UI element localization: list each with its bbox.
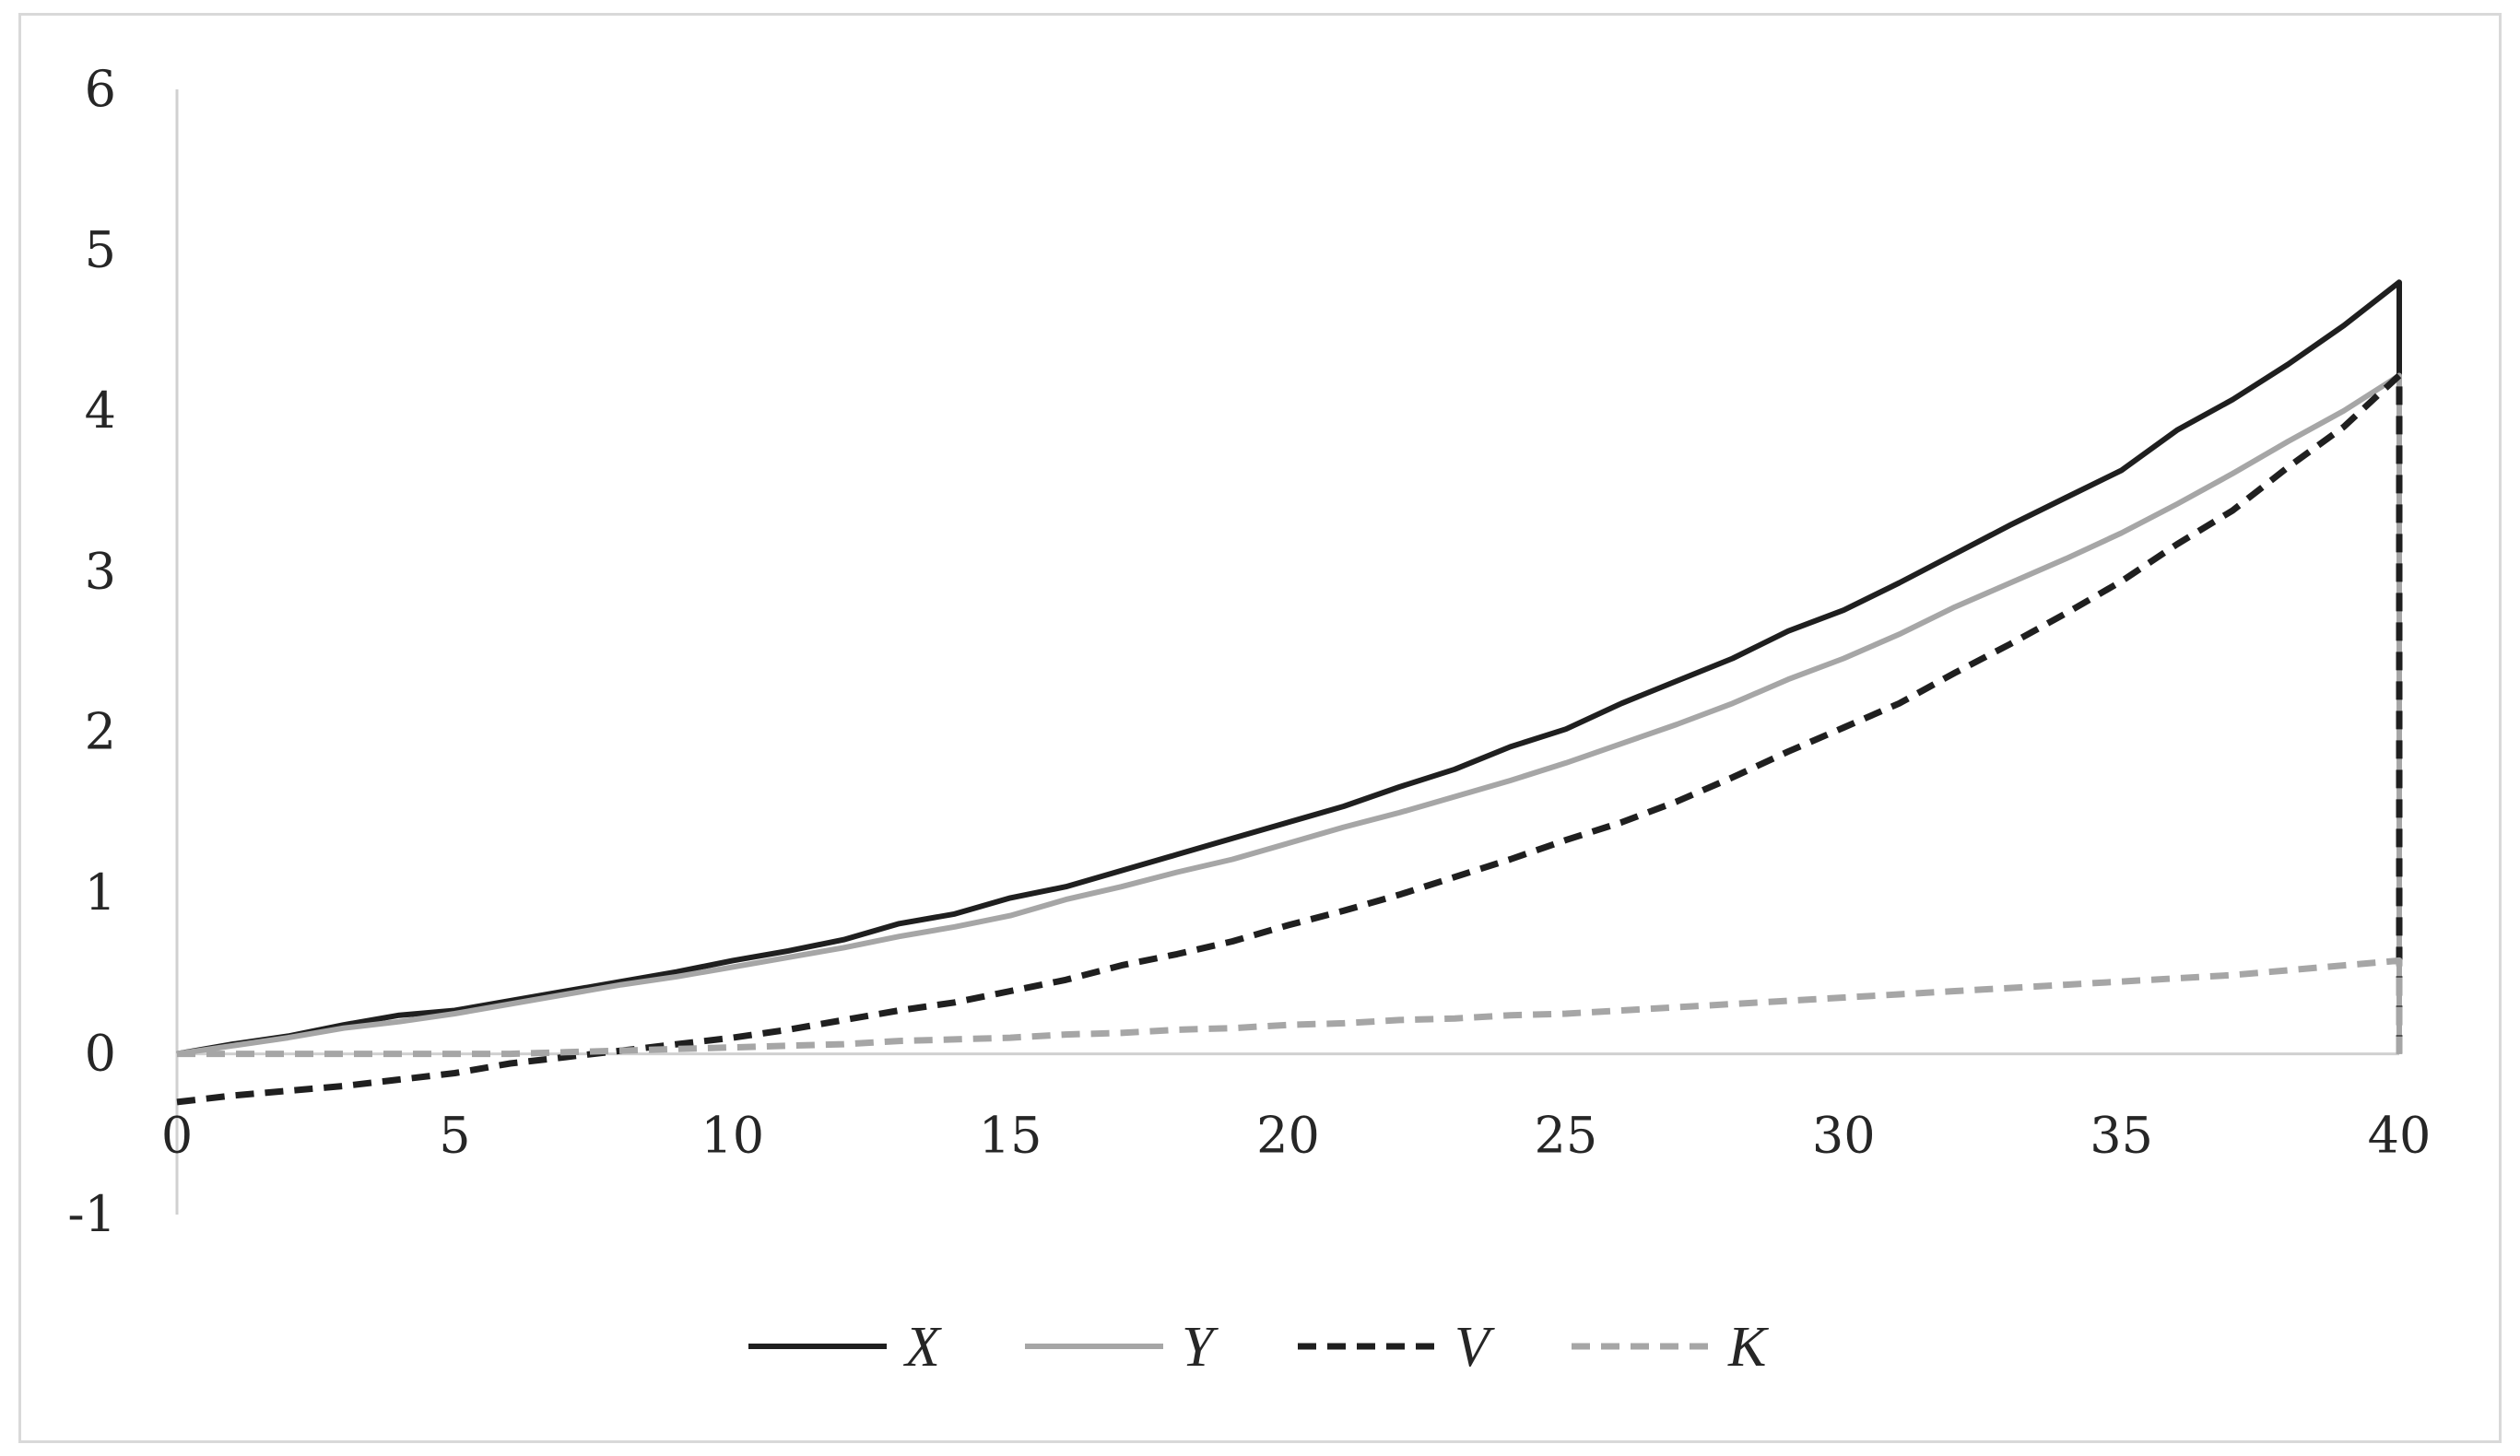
legend-label-y: Y — [1182, 1316, 1219, 1379]
x-tick-label: 20 — [1256, 1107, 1320, 1165]
x-tick-label: 25 — [1535, 1107, 1598, 1165]
x-tick-label: 30 — [1812, 1107, 1876, 1165]
y-tick-label: -1 — [67, 1185, 116, 1243]
y-tick-label: 3 — [85, 542, 116, 600]
series-layer — [176, 279, 2403, 1106]
y-tick-label: 1 — [85, 863, 116, 922]
x-tick-label: 10 — [701, 1107, 764, 1165]
y-tick-label: 4 — [85, 382, 116, 440]
y-tick-label: 0 — [85, 1025, 116, 1083]
x-tick-label: 5 — [439, 1107, 470, 1165]
x-tick-label: 0 — [161, 1107, 193, 1165]
series-line-v — [176, 372, 2403, 1106]
y-tick-label: 6 — [85, 60, 116, 118]
x-tick-label: 35 — [2090, 1107, 2153, 1165]
legend-label-v: V — [1454, 1316, 1495, 1379]
x-tick-label: 15 — [979, 1107, 1042, 1165]
y-tick-label: 5 — [85, 220, 116, 278]
y-tick-label: 2 — [85, 703, 116, 761]
x-tick-label: 40 — [2368, 1107, 2432, 1165]
series-line-y — [176, 372, 2402, 1057]
chart-frame — [18, 13, 2502, 1443]
series-line-k — [177, 957, 2403, 1058]
legend-label-x: X — [902, 1316, 942, 1379]
series-line-x — [176, 279, 2402, 1057]
legend-label-k: K — [1727, 1316, 1770, 1379]
